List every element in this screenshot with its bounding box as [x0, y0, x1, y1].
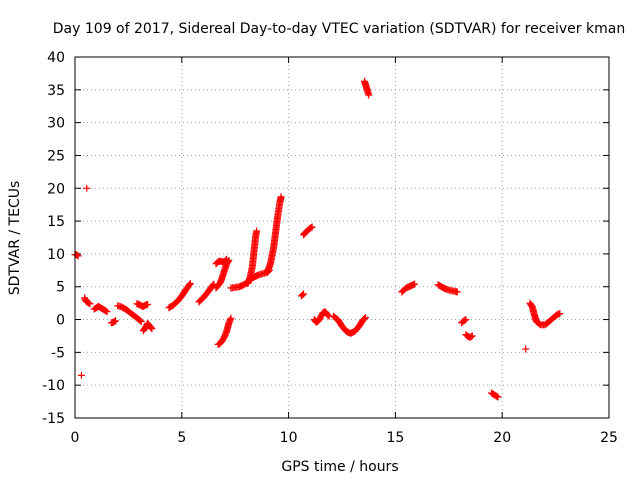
data-point: [462, 331, 476, 341]
data-point: [139, 319, 156, 335]
y-tick-label: 30: [47, 116, 65, 132]
x-tick-label: 10: [280, 430, 298, 446]
x-tick-label: 0: [71, 430, 80, 446]
data-point: [107, 317, 120, 327]
data-series: [114, 302, 145, 326]
data-points: [71, 77, 564, 401]
y-tick-label: 35: [47, 83, 65, 99]
x-axis-label: GPS time / hours: [281, 459, 398, 475]
y-tick-label: 0: [56, 313, 65, 329]
x-tick-label: 25: [600, 430, 618, 446]
data-point: [244, 227, 261, 287]
y-axis-label: SDTVAR / TECUs: [7, 181, 23, 296]
data-series: [107, 317, 120, 327]
y-tick-label: -15: [42, 411, 65, 427]
data-series: [165, 279, 194, 312]
data-point: [526, 299, 564, 329]
data-series: [360, 77, 373, 99]
data-point: [114, 302, 145, 326]
data-series: [139, 319, 156, 335]
data-point: [263, 193, 285, 276]
data-series: [488, 389, 502, 401]
y-tick-label: 20: [47, 181, 65, 197]
data-series: [90, 302, 111, 316]
x-tick-label: 5: [177, 430, 186, 446]
data-point: [214, 314, 235, 348]
y-tick-label: -10: [42, 378, 65, 394]
data-series: [462, 331, 476, 341]
data-series: [83, 184, 91, 192]
data-point: [83, 184, 91, 192]
data-point: [434, 281, 461, 296]
data-point: [297, 290, 308, 300]
chart-title: Day 109 of 2017, Sidereal Day-to-day VTE…: [53, 21, 625, 37]
data-series: [300, 223, 316, 239]
axis-ticks: 0 5 10 15 20 25 -15 -10 -5 0 5 10 15 20 25 30 35 40: [42, 50, 618, 446]
grid: [75, 57, 609, 418]
y-tick-label: -5: [51, 345, 65, 361]
data-series: [263, 193, 285, 276]
data-series: [195, 280, 218, 306]
data-point: [133, 300, 152, 310]
data-point: [310, 308, 333, 326]
data-series: [212, 256, 233, 292]
data-point: [81, 294, 94, 308]
data-point: [165, 279, 194, 312]
data-point: [212, 256, 233, 292]
data-point: [360, 77, 373, 99]
data-series: [522, 345, 530, 353]
data-point: [71, 251, 82, 260]
y-tick-label: 25: [47, 148, 65, 164]
data-point: [77, 371, 85, 379]
data-series: [310, 308, 333, 326]
data-series: [526, 299, 564, 329]
data-point: [488, 389, 502, 401]
data-point: [300, 223, 316, 239]
data-series: [297, 290, 308, 300]
y-tick-label: 10: [47, 247, 65, 263]
y-tick-label: 40: [47, 50, 65, 66]
y-tick-label: 5: [56, 280, 65, 296]
data-series: [133, 300, 152, 310]
data-series: [434, 281, 461, 296]
y-tick-label: 15: [47, 214, 65, 230]
data-series: [398, 280, 419, 296]
data-series: [458, 316, 470, 327]
data-point: [398, 280, 419, 296]
plot-frame: [74, 56, 610, 419]
data-point: [195, 280, 218, 306]
data-series: [244, 227, 261, 287]
x-tick-label: 20: [493, 430, 511, 446]
data-series: [71, 251, 82, 260]
data-point: [90, 302, 111, 316]
data-series: [214, 314, 235, 348]
data-point: [522, 345, 530, 353]
data-series: [81, 294, 94, 308]
x-tick-label: 15: [386, 430, 404, 446]
data-series: [77, 371, 85, 379]
data-series: [329, 312, 369, 337]
data-point: [329, 312, 369, 337]
data-point: [458, 316, 470, 327]
